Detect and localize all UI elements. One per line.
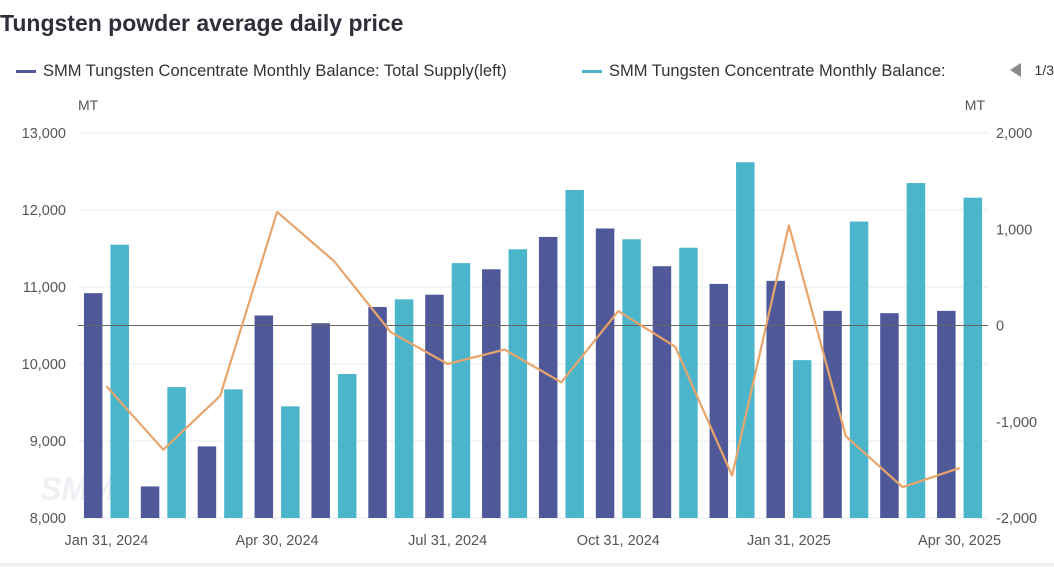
bar-series-1 bbox=[482, 269, 501, 518]
legend-page-indicator: 1/3 bbox=[1034, 62, 1054, 78]
bar-series-1 bbox=[254, 315, 274, 518]
bar-series-2 bbox=[224, 389, 243, 518]
bar-series-2 bbox=[394, 299, 414, 518]
left-axis-unit: MT bbox=[78, 97, 99, 113]
bar-series-2 bbox=[337, 374, 357, 518]
bar-series-1 bbox=[425, 294, 444, 518]
bar-series-2 bbox=[792, 360, 812, 518]
bar-series-2 bbox=[451, 263, 471, 518]
bar-series-1 bbox=[709, 283, 729, 518]
legend: SMM Tungsten Concentrate Monthly Balance… bbox=[16, 62, 1054, 84]
bar-series-2 bbox=[281, 406, 300, 518]
bar-series-2 bbox=[508, 249, 528, 518]
right-tick-label: 1,000 bbox=[996, 222, 1032, 238]
bar-series-1 bbox=[311, 323, 330, 518]
chart-title: Tungsten powder average daily price bbox=[0, 10, 404, 36]
right-axis-unit: MT bbox=[965, 97, 986, 113]
legend-swatch bbox=[582, 70, 602, 73]
right-tick-label: 2,000 bbox=[996, 126, 1032, 142]
left-tick-label: 13,000 bbox=[22, 126, 66, 142]
right-tick-label: -2,000 bbox=[996, 511, 1037, 527]
x-tick-label: Jan 31, 2024 bbox=[65, 533, 149, 549]
bar-series-2 bbox=[622, 239, 641, 518]
bar-series-1 bbox=[937, 310, 956, 518]
x-tick-label: Jan 31, 2025 bbox=[747, 533, 831, 549]
x-tick-label: Apr 30, 2024 bbox=[236, 533, 319, 549]
x-tick-label: Jul 31, 2024 bbox=[408, 533, 487, 549]
bar-series-2 bbox=[849, 221, 869, 519]
bar-series-2 bbox=[167, 387, 186, 518]
bar-series-1 bbox=[652, 266, 672, 518]
right-tick-label: 0 bbox=[996, 319, 1004, 335]
bar-series-1 bbox=[83, 293, 103, 518]
bar-series-1 bbox=[823, 310, 842, 518]
watermark-logo: SMM bbox=[40, 471, 116, 507]
bar-series-1 bbox=[140, 486, 160, 518]
bar-series-2 bbox=[963, 197, 983, 518]
bar-series-1 bbox=[766, 280, 785, 518]
x-tick-label: Apr 30, 2025 bbox=[918, 533, 1001, 549]
bar-series-2 bbox=[906, 183, 926, 519]
bar-series-2 bbox=[679, 247, 698, 519]
bar-series-1 bbox=[880, 313, 899, 518]
x-tick-label: Oct 31, 2024 bbox=[577, 533, 660, 549]
left-tick-label: 8,000 bbox=[30, 511, 66, 527]
bar-series-1 bbox=[368, 307, 387, 518]
bottom-divider bbox=[0, 563, 1054, 567]
left-tick-label: 12,000 bbox=[22, 203, 66, 219]
bar-series-2 bbox=[565, 189, 584, 519]
legend-prev-arrow-icon[interactable] bbox=[1009, 63, 1021, 77]
left-tick-label: 9,000 bbox=[30, 434, 66, 450]
legend-item-total-supply[interactable]: SMM Tungsten Concentrate Monthly Balance… bbox=[16, 62, 507, 81]
legend-label: SMM Tungsten Concentrate Monthly Balance… bbox=[43, 62, 507, 80]
right-tick-label: -1,000 bbox=[996, 415, 1037, 431]
bar-series-2 bbox=[736, 162, 755, 518]
legend-swatch bbox=[16, 70, 36, 73]
bar-series-1 bbox=[595, 228, 615, 519]
legend-item-balance[interactable]: SMM Tungsten Concentrate Monthly Balance… bbox=[582, 62, 946, 81]
legend-label: SMM Tungsten Concentrate Monthly Balance… bbox=[609, 62, 946, 80]
legend-pager: 1/3 bbox=[1009, 62, 1054, 78]
left-tick-label: 11,000 bbox=[23, 280, 66, 296]
bar-series-1 bbox=[197, 446, 217, 518]
bar-series-1 bbox=[538, 236, 558, 518]
bar-series-2 bbox=[110, 244, 129, 518]
balance-line bbox=[105, 210, 960, 489]
left-tick-label: 10,000 bbox=[22, 357, 66, 373]
